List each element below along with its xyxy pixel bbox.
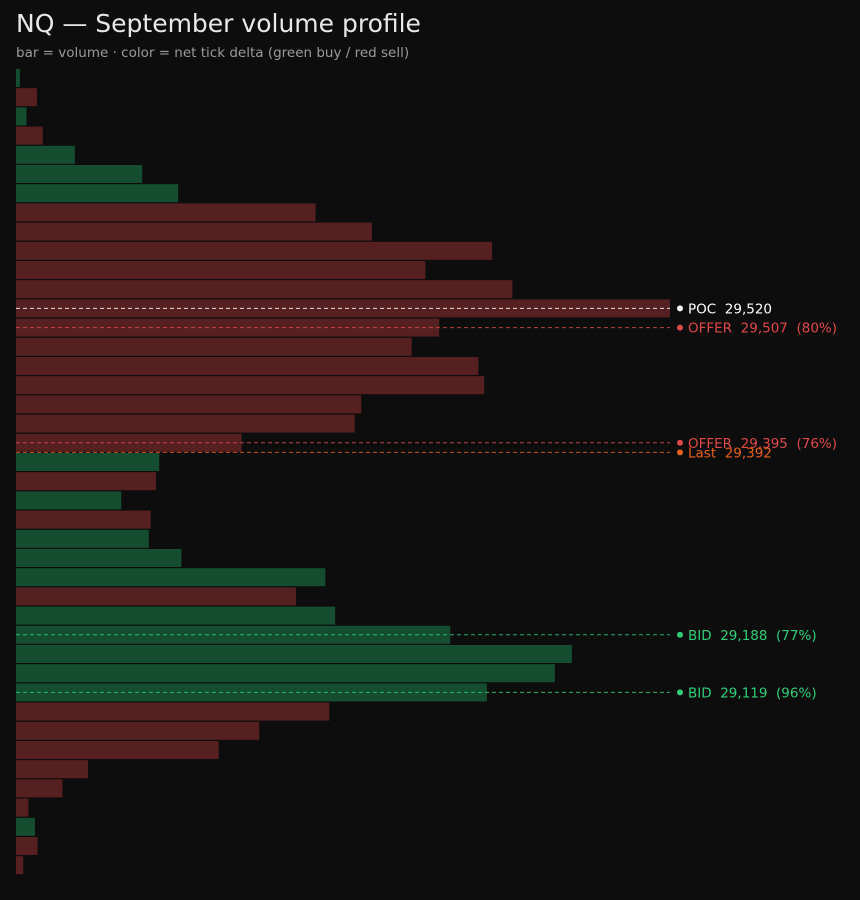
volume-bar <box>16 145 75 164</box>
level-label: BID 29,188 (77%) <box>688 628 817 644</box>
volume-bar <box>16 837 38 855</box>
level-dot <box>677 449 683 456</box>
volume-bar <box>16 817 35 836</box>
chart-title: NQ — September volume profile <box>16 9 421 38</box>
volume-bar <box>16 491 122 510</box>
volume-bar <box>16 683 487 702</box>
level-dot <box>677 439 683 446</box>
levels-layer: POC 29,520 OFFER 29,507 (80%) OFFER 29,395… <box>16 301 837 701</box>
bars-layer <box>16 69 670 875</box>
price-level-marker: BID 29,119 (96%) <box>16 685 817 701</box>
chart-subtitle: bar = volume · color = net tick delta (g… <box>16 45 410 61</box>
volume-bar <box>16 549 182 567</box>
volume-bar <box>16 760 88 779</box>
price-level-marker: OFFER 29,395 (76%) <box>16 436 837 452</box>
level-dot <box>677 689 683 696</box>
level-label: Last 29,392 <box>688 445 772 461</box>
volume-bar <box>16 702 330 721</box>
level-dot <box>677 305 683 312</box>
volume-bar <box>16 395 362 414</box>
volume-bar <box>16 606 336 625</box>
level-dot <box>677 631 683 638</box>
volume-bar <box>16 184 179 203</box>
volume-bar <box>16 261 426 279</box>
volume-bar <box>16 357 479 375</box>
volume-bar <box>16 568 326 587</box>
volume-bar <box>16 376 485 395</box>
volume-bar <box>16 165 143 183</box>
volume-bar <box>16 510 151 529</box>
volume-bar <box>16 241 493 260</box>
volume-bar <box>16 587 296 606</box>
volume-bar <box>16 222 372 241</box>
price-level-marker: POC 29,520 <box>16 301 772 317</box>
volume-bar <box>16 126 43 145</box>
volume-bar <box>16 645 572 663</box>
price-level-marker: OFFER 29,507 (80%) <box>16 321 837 337</box>
volume-bar <box>16 741 219 759</box>
volume-bar <box>16 299 670 318</box>
volume-bar <box>16 88 37 107</box>
volume-bar <box>16 529 149 548</box>
volume-bar <box>16 721 260 740</box>
volume-bar <box>16 798 29 817</box>
level-label: OFFER 29,395 (76%) <box>688 436 837 452</box>
price-level-marker: Last 29,392 <box>16 445 772 461</box>
level-dot <box>677 324 683 331</box>
volume-bar <box>16 664 555 683</box>
level-label: BID 29,119 (96%) <box>688 685 817 701</box>
price-level-marker: BID 29,188 (77%) <box>16 628 817 644</box>
volume-bar <box>16 414 355 433</box>
level-label: POC 29,520 <box>688 301 772 317</box>
volume-bar <box>16 280 513 299</box>
volume-bar <box>16 779 63 798</box>
volume-bar <box>16 203 316 222</box>
volume-bar <box>16 69 20 87</box>
level-label: OFFER 29,507 (80%) <box>688 321 837 337</box>
volume-bar <box>16 472 156 491</box>
volume-bar <box>16 107 27 126</box>
volume-bar <box>16 337 412 356</box>
volume-bar <box>16 856 24 875</box>
volume-bar <box>16 453 160 471</box>
